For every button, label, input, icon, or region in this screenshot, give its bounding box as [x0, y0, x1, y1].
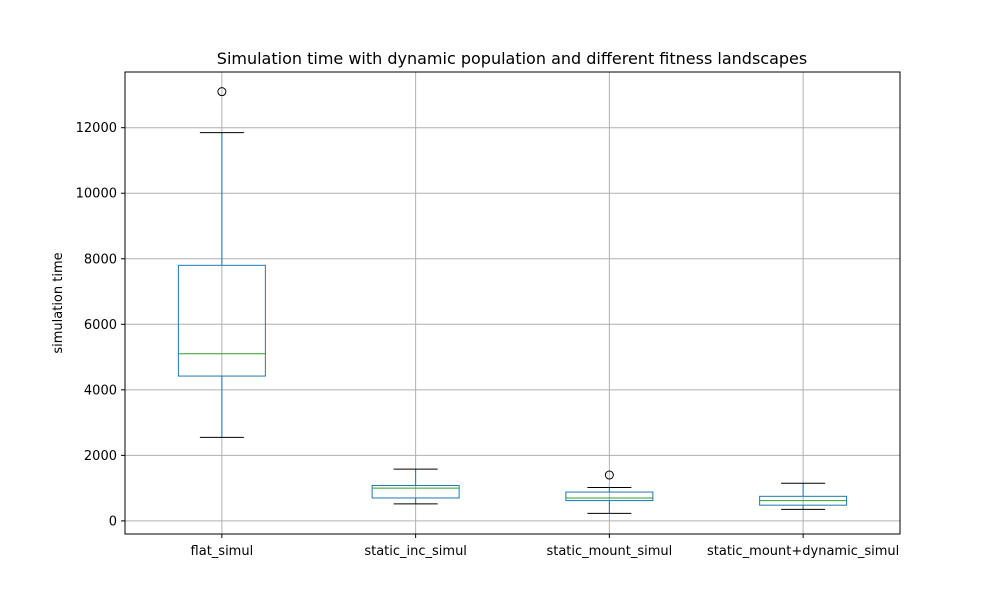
box-series — [177, 87, 848, 514]
y-tick-label: 4000 — [84, 383, 117, 398]
y-tick-label: 10000 — [76, 187, 117, 202]
outlier-point — [217, 87, 227, 97]
chart-title: Simulation time with dynamic population … — [217, 49, 807, 68]
grid-lines — [125, 72, 900, 534]
y-tick-label: 8000 — [84, 252, 117, 267]
x-tick-label: static_inc_simul — [364, 544, 467, 559]
y-tick-label: 0 — [109, 514, 117, 529]
x-tick-label: static_mount_simul — [546, 544, 672, 559]
x-tick-label: flat_simul — [191, 544, 254, 559]
iqr-box — [565, 491, 654, 502]
outlier-point — [604, 470, 614, 480]
plot-frame — [124, 71, 901, 535]
box-group-flat_simul — [177, 87, 266, 438]
iqr-box — [371, 485, 460, 499]
iqr-box — [177, 264, 266, 377]
box-group-static_mount+dynamic_simul — [759, 482, 848, 510]
y-tick-label: 6000 — [84, 318, 117, 333]
axis-ticks: 0 2000 4000 6000 8000 10000 12000 flat_simul sta… — [76, 121, 900, 559]
box-group-static_mount_simul — [565, 470, 654, 514]
box-group-static_inc_simul — [371, 468, 460, 505]
y-tick-label: 12000 — [76, 121, 117, 136]
x-tick-label: static_mount+dynamic_simul — [707, 544, 899, 559]
y-axis-label: simulation time — [51, 252, 66, 353]
y-tick-label: 2000 — [84, 449, 117, 464]
